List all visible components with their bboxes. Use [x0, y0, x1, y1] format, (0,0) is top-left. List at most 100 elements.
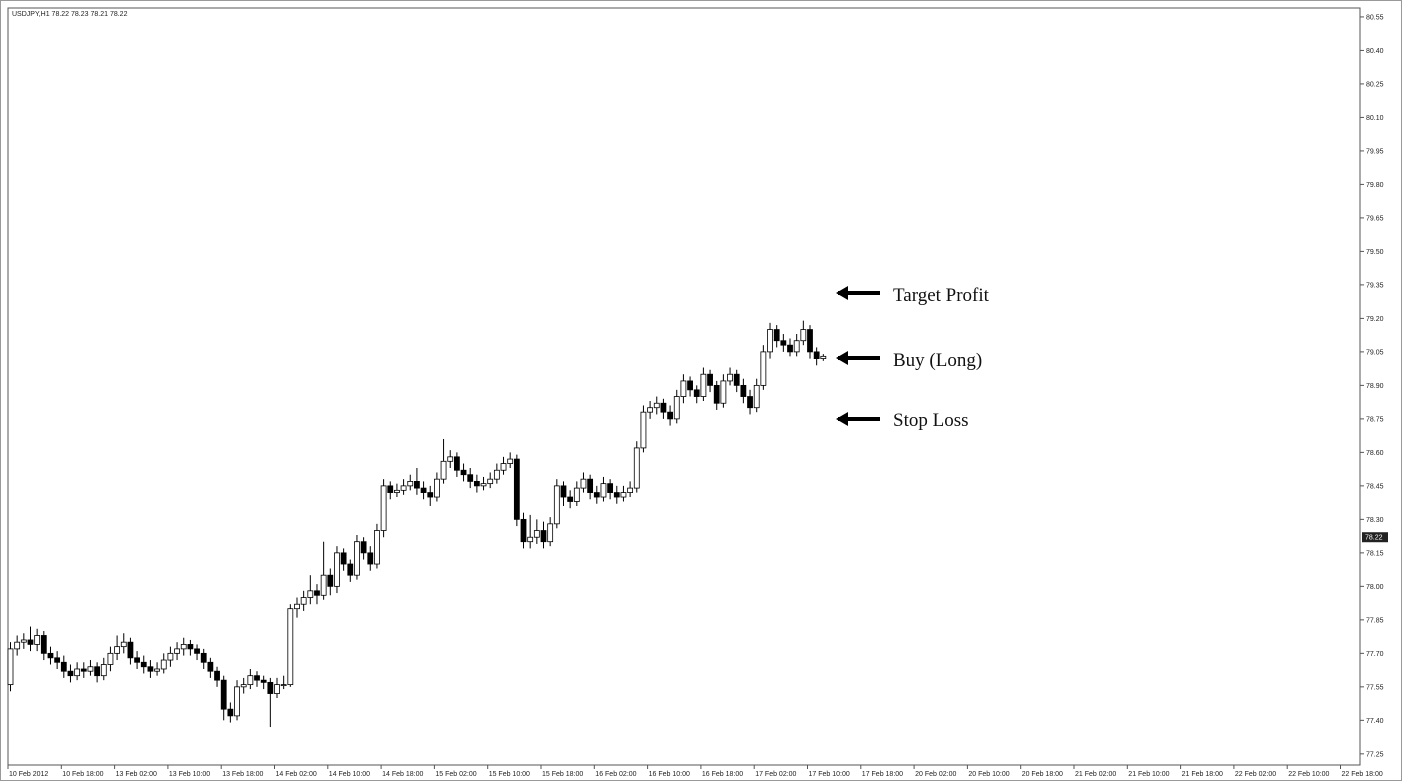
candle-body [727, 373, 733, 382]
x-tick-label: 21 Feb 10:00 [1128, 771, 1169, 778]
y-tick-label: 77.70 [1366, 651, 1384, 658]
y-tick-label: 77.55 [1366, 684, 1384, 691]
x-tick-label: 22 Feb 02:00 [1235, 771, 1276, 778]
candle-body [120, 641, 127, 648]
candle-body [507, 458, 514, 464]
candle-body [793, 340, 800, 353]
candle-body [180, 644, 187, 650]
candle-body [314, 590, 320, 596]
candle-body [147, 666, 154, 672]
candle-body [447, 456, 454, 462]
candle-body [387, 485, 394, 493]
x-tick-label: 17 Feb 18:00 [862, 771, 903, 778]
candle-body [573, 487, 580, 502]
candle-body [67, 670, 74, 677]
candle-body [540, 530, 547, 543]
candle-body [767, 329, 773, 353]
x-tick-label: 21 Feb 18:00 [1182, 771, 1223, 778]
x-tick-label: 16 Feb 02:00 [595, 771, 636, 778]
candle-body [114, 646, 120, 654]
candle-body [527, 536, 534, 543]
candle-body [220, 679, 227, 710]
current-price-box [1362, 532, 1388, 543]
x-tick-label: 13 Feb 18:00 [222, 771, 263, 778]
candle-body [234, 686, 240, 717]
arrow-head [836, 412, 848, 426]
y-tick-label: 78.75 [1366, 416, 1384, 423]
candle-body [773, 329, 780, 342]
x-tick-label: 15 Feb 10:00 [489, 771, 530, 778]
y-tick-label: 79.80 [1366, 182, 1384, 189]
candle-body [167, 652, 174, 661]
candle-body [380, 485, 387, 531]
candle-body [633, 447, 640, 489]
candle-body [807, 329, 813, 353]
candle-body [593, 492, 600, 498]
candle-body [100, 664, 107, 677]
x-tick-label: 21 Feb 02:00 [1075, 771, 1116, 778]
y-tick-label: 79.95 [1366, 148, 1384, 155]
candle-body [354, 541, 360, 576]
x-tick-label: 13 Feb 10:00 [169, 771, 210, 778]
candle-body [553, 485, 560, 525]
candle-body [707, 373, 713, 386]
candle-body [200, 652, 207, 663]
x-tick-label: 13 Feb 02:00 [116, 771, 157, 778]
candle-body [740, 384, 747, 397]
x-tick-label: 17 Feb 02:00 [755, 771, 796, 778]
candle-body [453, 456, 460, 471]
y-tick-label: 78.30 [1366, 517, 1384, 524]
candle-body [567, 496, 574, 502]
y-tick-label: 77.25 [1366, 751, 1384, 758]
candle-body [80, 668, 87, 672]
candle-body [600, 483, 607, 498]
candle-body [347, 563, 354, 576]
x-tick-label: 14 Feb 18:00 [382, 771, 423, 778]
candle-body [720, 380, 727, 404]
candle-body [520, 518, 527, 543]
candle-body [294, 603, 300, 610]
candle-body [87, 666, 94, 672]
y-tick-label: 79.65 [1366, 215, 1384, 222]
candle-body [300, 597, 307, 605]
x-tick-label: 20 Feb 02:00 [915, 771, 956, 778]
x-tick-label: 14 Feb 02:00 [276, 771, 317, 778]
candle-body [680, 380, 687, 397]
candle-body [500, 463, 507, 471]
x-tick-label: 17 Feb 10:00 [809, 771, 850, 778]
candle-body [54, 657, 61, 663]
candle-body [667, 411, 673, 420]
candle-body [407, 481, 414, 487]
candle-body [733, 373, 740, 386]
candle-body [60, 661, 67, 672]
candle-body [513, 458, 520, 520]
y-tick-label: 78.15 [1366, 550, 1384, 557]
candle-body [760, 351, 767, 386]
candle-body [647, 407, 653, 413]
candle-body [140, 661, 147, 668]
candle-body [287, 608, 294, 686]
candle-body [360, 541, 367, 554]
candle-body [813, 351, 820, 359]
candle-body [194, 648, 200, 654]
candle-body [160, 659, 167, 670]
x-tick-label: 10 Feb 18:00 [62, 771, 103, 778]
y-tick-label: 80.25 [1366, 81, 1384, 88]
candle-body [700, 373, 707, 397]
x-tick-label: 16 Feb 18:00 [702, 771, 743, 778]
x-tick-label: 22 Feb 18:00 [1342, 771, 1383, 778]
candle-body [260, 679, 267, 683]
candle-body [320, 574, 327, 596]
y-tick-label: 77.40 [1366, 718, 1384, 725]
candle-body [460, 469, 467, 476]
candle-body [7, 648, 14, 686]
annotation: Target Profit [893, 285, 990, 306]
candle-body [247, 675, 254, 686]
candle-body [493, 469, 500, 480]
candle-body [533, 530, 540, 538]
candle-body [27, 639, 34, 645]
annotation: Buy (Long) [893, 350, 982, 371]
candle-body [127, 641, 134, 659]
header: USDJPY,H1 78.22 78.23 78.21 78.22 [12, 11, 128, 18]
candle-body [820, 355, 827, 359]
